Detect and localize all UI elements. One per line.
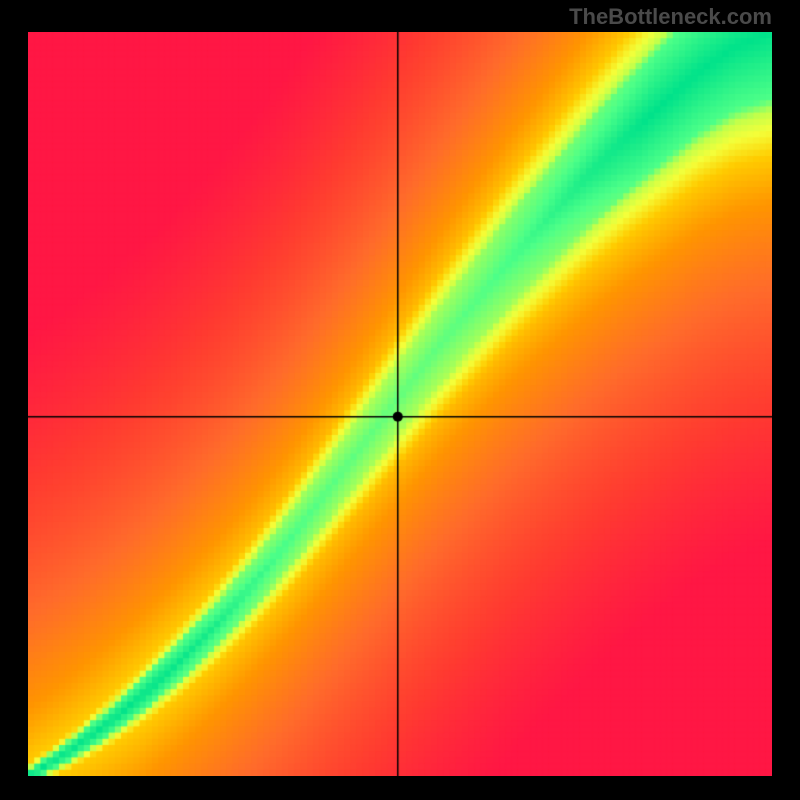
watermark-text: TheBottleneck.com — [569, 4, 772, 30]
heatmap-canvas — [28, 32, 772, 776]
bottleneck-heatmap — [28, 32, 772, 776]
